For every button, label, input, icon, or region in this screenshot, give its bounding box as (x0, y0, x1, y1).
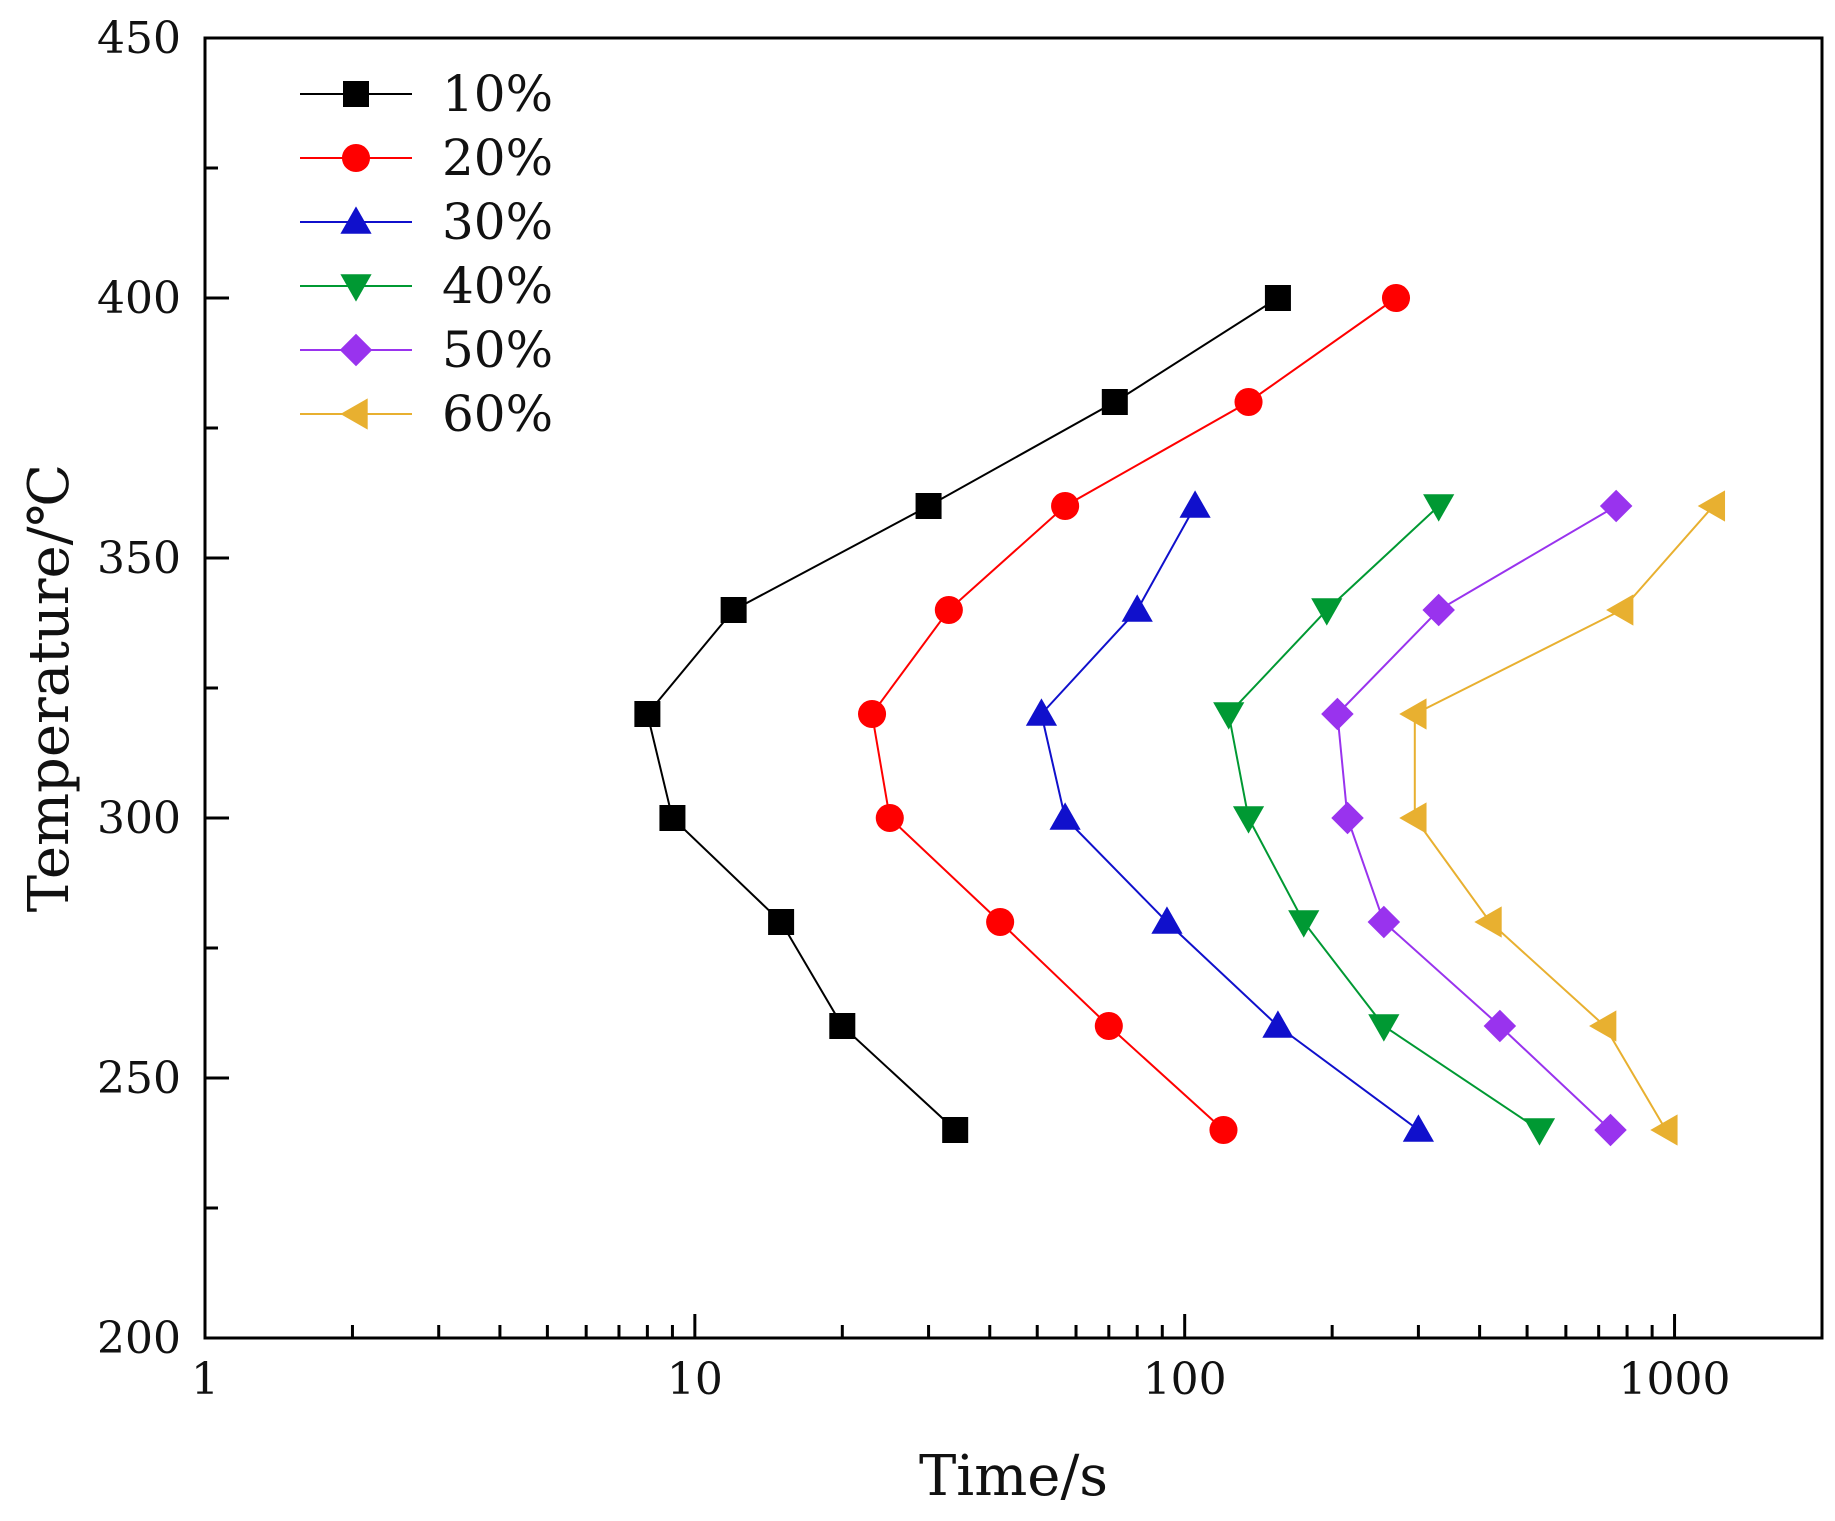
series-5-point (1483, 1009, 1517, 1043)
legend-marker (339, 333, 373, 367)
series-2-line (870, 297, 1397, 1131)
series-5-point (1321, 697, 1354, 731)
series-6-point (1474, 906, 1502, 938)
series-2-points (857, 283, 1411, 1145)
series-4-point (1368, 1014, 1400, 1042)
y-tick-labels: 200 250 300 350 400 450 (97, 13, 181, 1364)
y-axis-title: Temperature/℃ (17, 464, 82, 912)
series-6-point (1399, 698, 1427, 730)
series-1-point (1101, 389, 1128, 415)
series-6-line (1413, 505, 1715, 1131)
plot-frame (203, 36, 1824, 1340)
x-tick-label: 100 (1143, 1354, 1227, 1405)
series-3-point (1179, 490, 1211, 518)
legend-marker (343, 81, 369, 107)
legend-item: 20% (300, 129, 553, 187)
legend-item: 60% (300, 385, 553, 443)
series-5-points (1321, 489, 1633, 1147)
legend-item: 40% (300, 257, 553, 315)
series-2-point (1209, 1115, 1238, 1145)
legend-label: 20% (442, 129, 553, 187)
series-1-point (659, 805, 686, 831)
series-2-point (986, 907, 1015, 937)
series-6-point (1697, 490, 1726, 522)
series-4-point (1232, 806, 1265, 834)
series-6-points (1399, 490, 1726, 1146)
series-1-point (1264, 285, 1291, 311)
axis-ticks (203, 36, 1824, 1340)
series-6-point (1650, 1114, 1678, 1146)
series-6-point (1399, 802, 1427, 834)
legend-item: 10% (300, 65, 553, 123)
x-tick-labels: 1 10 100 1000 (191, 1354, 1731, 1405)
series-4-point (1311, 598, 1343, 626)
series-4-point (1523, 1118, 1556, 1146)
y-tick-label: 200 (97, 1313, 181, 1364)
series-2-point (875, 803, 904, 833)
y-tick-label: 400 (97, 273, 181, 324)
series-6-point (1606, 594, 1634, 626)
legend-label: 40% (442, 257, 553, 315)
series-1-point (720, 597, 747, 623)
legend-marker (340, 398, 368, 430)
series-1-points (634, 285, 1291, 1143)
legend-marker (340, 206, 372, 234)
legend: 10% 20% 30% 40% 50% 60% (300, 65, 553, 443)
x-tick-label: 1 (191, 1354, 219, 1405)
series-4-point (1288, 910, 1320, 938)
legend-item: 30% (300, 193, 553, 251)
legend-marker (340, 274, 372, 302)
series-5-point (1422, 593, 1455, 627)
series-3-points (1025, 490, 1435, 1142)
series-5-point (1367, 905, 1401, 939)
series-3-point (1121, 594, 1153, 622)
y-tick-label: 350 (97, 533, 181, 584)
series-2-point (1094, 1011, 1123, 1041)
series-4-points (1213, 494, 1556, 1146)
legend-marker (341, 143, 371, 173)
series-5-point (1594, 1113, 1627, 1147)
series-1-point (829, 1013, 856, 1039)
legend-item: 50% (300, 321, 553, 379)
series-lines (646, 297, 1715, 1131)
series-1-point (768, 909, 795, 935)
series-1-point (942, 1117, 969, 1143)
series-3-point (1402, 1114, 1435, 1142)
series-1-point (634, 701, 661, 727)
legend-label: 30% (442, 193, 553, 251)
series-4-point (1423, 494, 1455, 522)
series-2-point (1234, 387, 1263, 417)
series-3-point (1025, 698, 1058, 726)
series-3-point (1049, 802, 1081, 830)
series-4-point (1213, 702, 1245, 730)
series-3-point (1262, 1010, 1294, 1038)
series-1-point (915, 493, 942, 519)
y-tick-label: 250 (97, 1053, 181, 1104)
series-2-point (857, 699, 887, 729)
series-5-line (1336, 505, 1617, 1131)
x-tick-label: 10 (667, 1354, 723, 1405)
legend-label: 60% (442, 385, 553, 443)
series-5-point (1331, 801, 1364, 835)
series-2-point (1051, 491, 1080, 521)
series-2-point (1381, 283, 1411, 313)
series-5-point (1599, 489, 1633, 523)
series-3-point (1151, 906, 1183, 934)
legend-label: 10% (442, 65, 553, 123)
series-1-line (646, 297, 1279, 1131)
series-markers (634, 283, 1726, 1147)
x-axis-title: Time/s (919, 1444, 1108, 1509)
series-6-point (1589, 1010, 1617, 1042)
x-tick-label: 1000 (1619, 1354, 1731, 1405)
legend-label: 50% (442, 321, 553, 379)
y-tick-label: 450 (97, 13, 181, 64)
series-2-point (934, 595, 963, 625)
y-tick-label: 300 (97, 793, 181, 844)
